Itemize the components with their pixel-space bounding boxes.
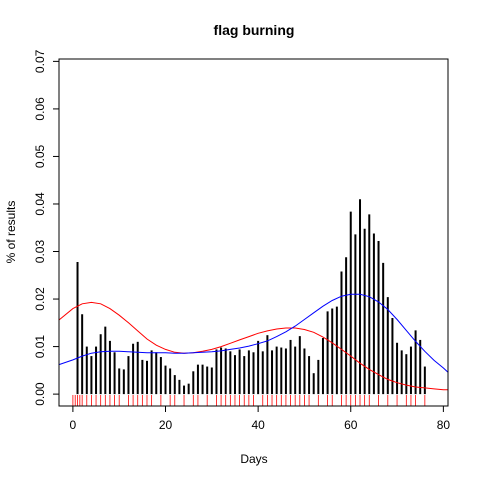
y-tick-label: 0.03	[33, 240, 47, 264]
x-tick-label: 60	[344, 418, 358, 432]
y-tick-label: 0.06	[33, 97, 47, 121]
plot-frame	[58, 58, 449, 407]
density-curve-1	[58, 301, 448, 391]
spike-bars	[76, 199, 426, 395]
y-tick-label: 0.05	[33, 144, 47, 168]
x-axis-label: Days	[240, 452, 267, 466]
y-axis-label: % of results	[4, 201, 18, 264]
y-tick-label: 0.01	[33, 335, 47, 359]
y-tick-label: 0.02	[33, 287, 47, 311]
x-axis: 0 20 40 60 80	[70, 406, 451, 432]
plot-area	[58, 199, 449, 406]
x-tick-label: 20	[159, 418, 173, 432]
y-tick-label: 0.07	[33, 49, 47, 73]
y-tick-label: 0.00	[33, 382, 47, 406]
x-tick-label: 80	[437, 418, 451, 432]
rug-marks	[72, 395, 426, 406]
density-curves	[58, 293, 449, 391]
density-curve-2	[58, 293, 449, 373]
y-tick-label: 0.04	[33, 192, 47, 216]
chart-title: flag burning	[214, 22, 295, 38]
x-tick-label: 40	[251, 418, 265, 432]
x-tick-label: 0	[70, 418, 77, 432]
y-axis: 0.00 0.01 0.02 0.03 0.04 0.05 0.06 0.07	[33, 49, 59, 406]
